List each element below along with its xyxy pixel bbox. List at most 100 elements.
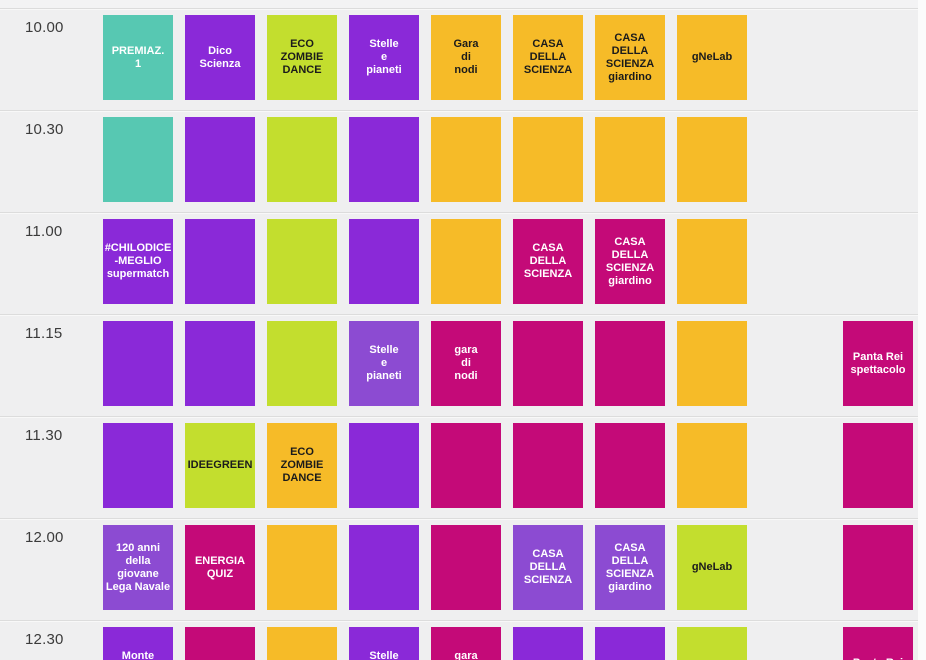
event-block[interactable] [349, 423, 419, 508]
previous-row-remnant [0, 0, 926, 8]
event-block[interactable] [677, 321, 747, 406]
event-block[interactable] [185, 219, 255, 304]
event-label-line: spettacolo [850, 363, 906, 376]
event-block[interactable] [513, 627, 583, 660]
event-label-line: PREMIAZ. [111, 44, 165, 57]
event-label-line: SCIENZA [605, 567, 655, 580]
event-block[interactable]: gNeLab [677, 525, 747, 610]
event-block[interactable] [843, 423, 913, 508]
event-block[interactable]: Gara di nodi [431, 15, 501, 100]
event-block[interactable]: CASA DELLA SCIENZA [513, 15, 583, 100]
event-block[interactable] [595, 423, 665, 508]
event-block[interactable]: CASA DELLA SCIENZA giardino [595, 525, 665, 610]
event-block[interactable] [431, 117, 501, 202]
event-block[interactable] [349, 525, 419, 610]
event-block[interactable]: ENERGIA QUIZ [185, 525, 255, 610]
event-block[interactable]: 120 anni della giovane Lega Navale [103, 525, 173, 610]
event-block[interactable] [349, 117, 419, 202]
event-block[interactable] [595, 321, 665, 406]
event-block[interactable] [103, 321, 173, 406]
event-block[interactable] [431, 219, 501, 304]
event-block[interactable] [431, 423, 501, 508]
event-block[interactable] [513, 117, 583, 202]
event-block[interactable]: CASA DELLA SCIENZA [513, 219, 583, 304]
event-block[interactable] [103, 423, 173, 508]
event-label-line: CASA [614, 31, 646, 44]
event-label-line: Stelle [369, 344, 399, 356]
event-block[interactable] [185, 117, 255, 202]
event-label-line: Dico [208, 44, 232, 57]
event-block[interactable] [267, 321, 337, 406]
event-label-line: pianeti [366, 64, 402, 76]
event-block[interactable] [677, 117, 747, 202]
event-label-line: 120 anni [115, 541, 161, 554]
event-block[interactable] [431, 525, 501, 610]
event-label-line: DELLA [611, 248, 649, 261]
event-label-line: SCIENZA [523, 574, 573, 586]
event-block[interactable]: IDEEGREEN [185, 423, 255, 508]
event-label-line: ENERGIA [194, 554, 246, 567]
event-block[interactable] [513, 423, 583, 508]
event-block[interactable] [349, 219, 419, 304]
event-block[interactable] [185, 321, 255, 406]
schedule-row: 11.00 #CHILODICE -MEGLIO supermatch CASA DELL… [0, 212, 926, 314]
event-block[interactable]: ECO ZOMBIE DANCE [267, 15, 337, 100]
event-label-line: giardino [608, 580, 652, 593]
event-block[interactable] [267, 627, 337, 660]
event-block[interactable] [595, 117, 665, 202]
event-label-line: Monte [121, 650, 155, 660]
event-block[interactable]: gNeLab [677, 15, 747, 100]
schedule-grid: 10.00 PREMIAZ. 1 Dico Scienza ECO ZOMBIE DANCE S… [0, 8, 926, 660]
event-label-line: nodi [454, 370, 478, 382]
event-block[interactable]: Dico Scienza [185, 15, 255, 100]
event-block[interactable]: PREMIAZ. 1 [103, 15, 173, 100]
event-block[interactable] [267, 117, 337, 202]
event-label-line: SCIENZA [523, 64, 573, 76]
event-block[interactable] [677, 627, 747, 660]
event-label-line: -MEGLIO [114, 255, 162, 267]
schedule-row: 11.30 IDEEGREEN ECO ZOMBIE DANCE [0, 416, 926, 518]
event-block[interactable]: CASA DELLA SCIENZA giardino [595, 219, 665, 304]
event-block[interactable]: CASA DELLA SCIENZA giardino [595, 15, 665, 100]
event-block[interactable] [595, 627, 665, 660]
event-label-line: DANCE [282, 472, 322, 484]
event-block[interactable]: CASA DELLA SCIENZA [513, 525, 583, 610]
event-block[interactable]: Monte [103, 627, 173, 660]
event-label-line: SCIENZA [523, 268, 573, 280]
event-block[interactable] [185, 627, 255, 660]
event-label-line: giardino [608, 70, 652, 83]
event-block[interactable]: ECO ZOMBIE DANCE [267, 423, 337, 508]
event-label-line: SCIENZA [605, 57, 655, 70]
event-label-line: CASA [532, 548, 564, 560]
time-label: 11.15 [25, 325, 63, 342]
event-label-line: Panta Rei [852, 350, 904, 363]
event-block[interactable] [677, 219, 747, 304]
event-label-line: Panta Rei [843, 657, 913, 660]
schedule-row: 11.15 Stelle e pianeti gara di nodi Panta Rei sp… [0, 314, 926, 416]
event-block[interactable] [513, 321, 583, 406]
event-label-line: gara [454, 344, 478, 356]
event-label-line: IDEEGREEN [187, 459, 253, 471]
event-block[interactable] [267, 219, 337, 304]
event-label-line: SCIENZA [605, 261, 655, 274]
event-block[interactable]: #CHILODICE -MEGLIO supermatch [103, 219, 173, 304]
event-block[interactable] [267, 525, 337, 610]
page-right-margin [918, 0, 926, 660]
event-block[interactable] [843, 525, 913, 610]
event-label-line: DELLA [529, 255, 567, 267]
event-block[interactable] [677, 423, 747, 508]
event-label-line: ZOMBIE [280, 51, 324, 63]
event-label-line: di [461, 357, 471, 369]
event-label-line: CASA [532, 242, 564, 254]
time-label: 10.30 [25, 121, 64, 138]
event-block[interactable] [103, 117, 173, 202]
event-label-line: ECO [290, 38, 314, 50]
